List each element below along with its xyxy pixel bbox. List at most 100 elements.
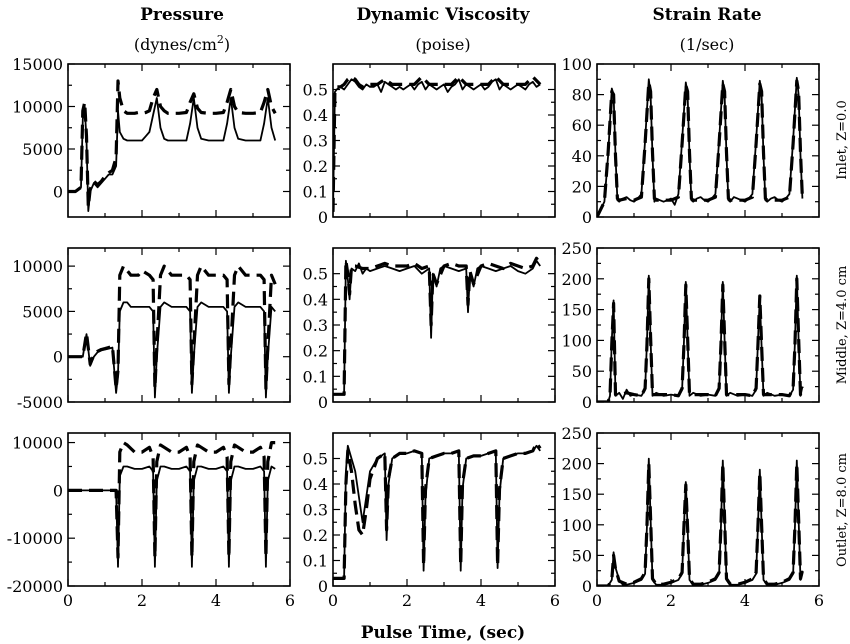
xtick-label-s-outlet: 6 — [814, 591, 824, 610]
ytick-label-v-outlet: 0.5 — [303, 450, 328, 469]
ytick-label-s-outlet: 150 — [561, 485, 592, 504]
col-title-pressure: Pressure — [140, 5, 224, 25]
series-dashed-s-inlet — [597, 79, 804, 217]
pressure-unit-base: (dynes/cm — [134, 35, 217, 54]
xtick-label-s-outlet: 2 — [666, 591, 676, 610]
panel-v-middle: 0 0.1 0.2 0.3 0.4 0.5 — [303, 247, 556, 412]
xtick-label-v-outlet: 6 — [550, 591, 560, 610]
ytick-label-v-outlet: 0 — [318, 577, 328, 596]
panel-p-middle: -5000 0 5000 10000 — [12, 247, 291, 412]
ytick-label-v-inlet: 0.4 — [303, 106, 328, 125]
ytick-label-s-inlet: 100 — [561, 55, 592, 74]
axes-frame-s-outlet — [596, 432, 820, 587]
series-dashed-p-inlet — [68, 79, 277, 209]
xtick-label-p-outlet: 6 — [285, 591, 295, 610]
ytick-label-v-outlet: 0.4 — [303, 475, 328, 494]
panel-v-inlet: 0 0.1 0.2 0.3 0.4 0.5 — [303, 63, 556, 227]
series-dashed-s-outlet — [597, 462, 804, 586]
axes-frame-v-outlet — [332, 432, 556, 587]
xtick-label-p-outlet: 0 — [63, 591, 73, 610]
series-dashed-p-middle — [68, 264, 277, 390]
col-title-strain: Strain Rate — [652, 5, 761, 25]
axes-frame-v-middle — [332, 247, 556, 403]
series-dashed-s-middle — [597, 277, 804, 402]
ytick-label-p-outlet: 10000 — [12, 434, 63, 453]
row-label-middle: Middle, Z=4.0 cm — [835, 266, 850, 385]
ytick-label-v-inlet: 0.2 — [303, 157, 328, 176]
ytick-label-s-inlet: 20 — [572, 177, 592, 196]
ytick-label-s-inlet: 0 — [582, 208, 592, 227]
row-label-inlet: Inlet, Z=0.0 — [835, 100, 850, 179]
ytick-label-p-outlet: -10000 — [7, 529, 63, 548]
series-dashed-v-middle — [333, 256, 542, 396]
ytick-label-s-middle: 100 — [561, 331, 592, 350]
ytick-label-v-middle: 0.1 — [303, 367, 328, 386]
ytick-label-p-middle: -5000 — [17, 393, 63, 412]
col-unit-viscosity: (poise) — [415, 35, 470, 54]
ytick-label-p-outlet: 0 — [53, 481, 63, 500]
axes-frame-p-outlet — [67, 432, 291, 587]
panel-s-inlet: 0 20 40 60 80 100 — [561, 55, 820, 227]
pressure-unit-sup: 2 — [217, 33, 224, 46]
xtick-label-s-outlet: 0 — [592, 591, 602, 610]
col-title-viscosity: Dynamic Viscosity — [356, 5, 530, 25]
series-solid-s-outlet — [597, 457, 804, 586]
ytick-label-p-inlet: 15000 — [12, 55, 63, 74]
ytick-label-s-outlet: 250 — [561, 424, 592, 443]
ytick-label-p-middle: 0 — [53, 348, 63, 367]
x-axis-label: Pulse Time, (sec) — [361, 623, 525, 643]
ytick-label-v-middle: 0.5 — [303, 265, 328, 284]
panel-s-middle: 0 50 100 150 200 250 — [561, 239, 820, 412]
ytick-label-v-middle: 0 — [318, 393, 328, 412]
ytick-label-v-outlet: 0.3 — [303, 501, 328, 520]
panel-s-outlet: 0 50 100 150 200 250 0 2 4 6 — [561, 424, 824, 610]
panel-p-inlet: 0 5000 10000 15000 — [12, 55, 291, 218]
series-solid-v-outlet — [333, 444, 541, 580]
xtick-label-v-outlet: 4 — [476, 591, 486, 610]
ytick-label-s-inlet: 40 — [572, 147, 592, 166]
col-unit-pressure: (dynes/cm2) — [134, 33, 230, 54]
ytick-label-s-outlet: 200 — [561, 455, 592, 474]
row-label-outlet: Outlet, Z=8.0 cm — [835, 453, 850, 567]
series-solid-s-inlet — [597, 76, 804, 217]
ytick-label-v-middle: 0.2 — [303, 342, 328, 361]
ytick-label-v-outlet: 0.2 — [303, 526, 328, 545]
ytick-label-s-middle: 200 — [561, 270, 592, 289]
series-solid-s-middle — [597, 274, 804, 402]
series-dashed-v-inlet — [333, 75, 542, 212]
ytick-label-s-outlet: 50 — [572, 546, 592, 565]
series-solid-p-outlet — [68, 465, 276, 568]
ytick-label-v-middle: 0.3 — [303, 316, 328, 335]
ytick-label-p-inlet: 10000 — [12, 98, 63, 117]
ytick-label-s-inlet: 80 — [572, 86, 592, 105]
panels: 05000100001500000.10.20.30.40.5020406080… — [7, 55, 824, 610]
ytick-label-p-inlet: 0 — [53, 183, 63, 202]
xtick-label-p-outlet: 2 — [137, 591, 147, 610]
ytick-label-v-inlet: 0.3 — [303, 132, 328, 151]
ytick-label-s-middle: 150 — [561, 301, 592, 320]
panel-p-outlet: -20000 -10000 0 10000 0 2 4 6 — [7, 432, 295, 610]
ytick-label-s-middle: 0 — [582, 393, 592, 412]
ytick-label-v-inlet: 0.5 — [303, 81, 328, 100]
series-dashed-v-outlet — [333, 441, 542, 581]
xtick-label-p-outlet: 4 — [211, 591, 221, 610]
ytick-label-s-middle: 250 — [561, 239, 592, 258]
series-solid-p-inlet — [68, 97, 277, 213]
ytick-label-p-outlet: -20000 — [7, 577, 63, 596]
ytick-label-v-middle: 0.4 — [303, 290, 328, 309]
ytick-label-p-middle: 10000 — [12, 257, 63, 276]
ytick-label-p-inlet: 5000 — [22, 140, 63, 159]
panel-v-outlet: 0 0.1 0.2 0.3 0.4 0.5 0 2 4 6 — [303, 432, 560, 610]
ytick-label-v-inlet: 0 — [318, 208, 328, 227]
col-unit-strain: (1/sec) — [680, 35, 735, 54]
ytick-label-v-inlet: 0.1 — [303, 183, 328, 202]
xtick-label-s-outlet: 4 — [740, 591, 750, 610]
axes-frame-p-middle — [67, 247, 291, 403]
xtick-label-v-outlet: 0 — [328, 591, 338, 610]
ytick-label-s-inlet: 60 — [572, 116, 592, 135]
ytick-label-p-middle: 5000 — [22, 302, 63, 321]
axes-frame-s-middle — [596, 247, 820, 403]
ytick-label-s-outlet: 0 — [582, 577, 592, 596]
ytick-label-s-outlet: 100 — [561, 516, 592, 535]
